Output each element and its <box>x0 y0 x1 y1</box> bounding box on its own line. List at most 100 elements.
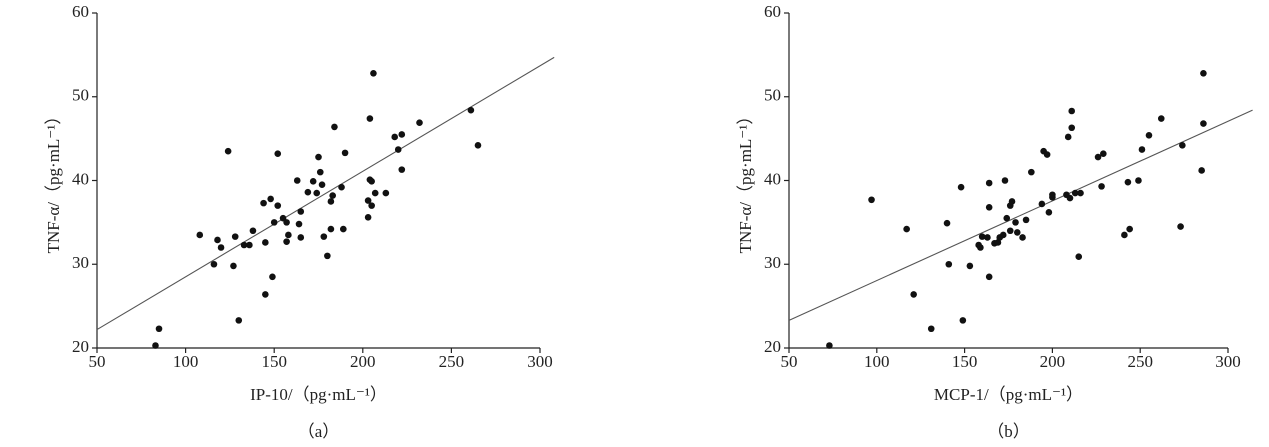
x-tick-label: 50 <box>89 352 106 371</box>
point <box>370 70 377 77</box>
point <box>1179 142 1186 149</box>
point <box>235 317 243 324</box>
x-tick-label: 100 <box>173 352 199 371</box>
point <box>984 234 991 241</box>
point <box>1098 183 1105 190</box>
point <box>366 115 374 122</box>
y-tick-label: 60 <box>764 2 781 21</box>
point <box>978 233 986 240</box>
point <box>320 233 328 240</box>
point <box>152 342 159 349</box>
point <box>910 291 917 298</box>
point <box>341 149 349 157</box>
caption: （a） <box>298 422 340 441</box>
point <box>210 260 218 268</box>
point <box>262 239 269 246</box>
x-tick-label: 100 <box>864 352 890 371</box>
point <box>1077 189 1084 197</box>
point <box>1075 253 1083 261</box>
y-tick-label: 30 <box>72 253 89 272</box>
point <box>1006 227 1014 235</box>
y-tick-label: 60 <box>72 2 89 21</box>
point <box>262 291 269 298</box>
caption: （b） <box>987 422 1030 441</box>
point <box>318 181 326 188</box>
point <box>196 231 204 239</box>
point <box>826 342 833 349</box>
point <box>283 238 290 245</box>
point <box>985 273 993 281</box>
point <box>293 177 301 184</box>
point <box>1019 234 1026 241</box>
point <box>297 234 305 241</box>
point <box>945 260 953 268</box>
point <box>246 241 253 249</box>
point <box>364 214 372 221</box>
point <box>327 225 335 233</box>
point <box>304 188 312 196</box>
x-tick-label: 50 <box>781 352 798 371</box>
point <box>368 202 375 209</box>
y-tick-label: 40 <box>764 169 781 188</box>
point <box>1068 107 1076 115</box>
point <box>1064 133 1072 141</box>
y-axis-label: TNF-α/（pg·mL⁻¹） <box>44 108 63 254</box>
x-tick-label: 200 <box>350 352 376 371</box>
point <box>999 231 1007 239</box>
point <box>398 131 406 138</box>
y-tick-label: 50 <box>764 86 781 105</box>
point <box>371 189 379 197</box>
point <box>368 178 375 185</box>
point <box>309 178 317 185</box>
point <box>1138 146 1146 153</box>
point <box>1200 120 1207 127</box>
point <box>959 317 967 324</box>
point <box>274 202 282 209</box>
x-axis-label: MCP-1/（pg·mL⁻¹） <box>934 385 1083 404</box>
x-tick-label: 150 <box>952 352 978 371</box>
point <box>1200 70 1207 77</box>
point <box>868 196 875 204</box>
point <box>985 179 993 187</box>
point <box>231 233 239 240</box>
point <box>1066 194 1074 202</box>
point <box>1126 225 1133 233</box>
point <box>1045 209 1053 216</box>
point <box>224 147 232 155</box>
x-tick-label: 300 <box>527 352 553 371</box>
point <box>977 244 984 251</box>
point <box>295 220 303 228</box>
point <box>391 133 398 141</box>
point <box>1028 168 1035 176</box>
point <box>1157 115 1165 122</box>
y-tick-label: 50 <box>72 86 89 105</box>
point <box>1001 177 1009 184</box>
x-axis-label: IP-10/（pg·mL⁻¹） <box>250 385 387 404</box>
point <box>1198 167 1205 174</box>
point <box>1071 189 1079 197</box>
point <box>398 166 406 173</box>
point <box>240 241 248 249</box>
point <box>966 262 974 270</box>
point <box>1008 198 1016 205</box>
point <box>364 197 372 204</box>
x-tick-label: 250 <box>439 352 465 371</box>
point <box>1145 131 1153 139</box>
point <box>260 199 267 207</box>
point <box>214 236 221 244</box>
trend-line <box>96 56 555 331</box>
point <box>270 219 278 226</box>
point <box>1012 219 1019 226</box>
point <box>394 146 402 153</box>
y-axis-label: TNF-α/（pg·mL⁻¹） <box>736 108 755 254</box>
point <box>313 189 321 197</box>
x-tick-label: 200 <box>1040 352 1066 371</box>
point <box>903 225 910 233</box>
point <box>267 195 274 203</box>
point <box>382 189 390 197</box>
point <box>316 168 324 176</box>
point <box>1135 177 1142 184</box>
y-tick-label: 30 <box>764 253 781 272</box>
point <box>269 273 276 281</box>
point <box>1013 229 1021 236</box>
